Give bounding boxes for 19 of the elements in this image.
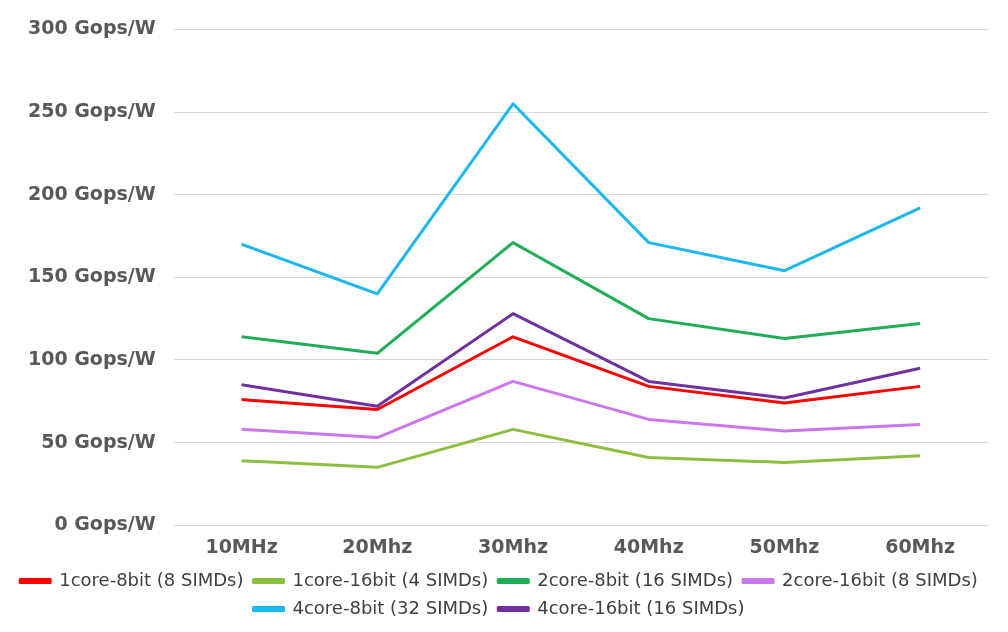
- y-tick-label: 150 Gops/W: [28, 264, 156, 287]
- x-tick-label: 50Mhz: [749, 534, 820, 557]
- x-tick-label: 60Mhz: [885, 534, 956, 557]
- y-tick-label: 300 Gops/W: [28, 16, 156, 39]
- legend-label: 2core-8bit (16 SIMDs): [537, 568, 734, 590]
- x-tick-label: 40Mhz: [613, 534, 684, 557]
- legend-label: 1core-8bit (8 SIMDs): [59, 568, 244, 590]
- y-tick-label: 50 Gops/W: [41, 429, 156, 452]
- x-tick-label: 20Mhz: [342, 534, 413, 557]
- y-tick-label: 100 Gops/W: [28, 346, 156, 369]
- y-tick-label: 0 Gops/W: [54, 512, 156, 535]
- legend-label: 4core-8bit (32 SIMDs): [292, 596, 489, 618]
- y-tick-label: 250 Gops/W: [28, 98, 156, 121]
- legend-label: 2core-16bit (8 SIMDs): [782, 568, 978, 590]
- x-tick-label: 10MHz: [205, 534, 278, 557]
- legend-label: 1core-16bit (4 SIMDs): [292, 568, 489, 590]
- legend-label: 4core-16bit (16 SIMDs): [537, 596, 745, 618]
- y-tick-label: 200 Gops/W: [28, 181, 156, 204]
- x-tick-label: 30Mhz: [478, 534, 548, 557]
